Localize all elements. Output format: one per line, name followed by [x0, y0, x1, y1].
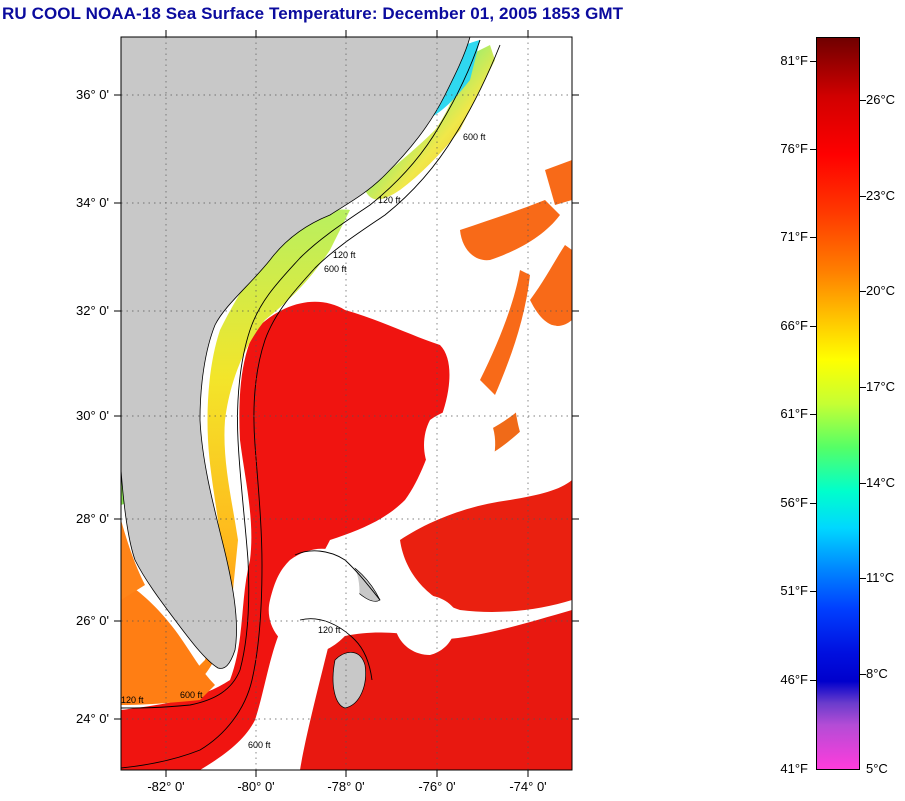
colorbar-tick — [860, 196, 866, 197]
latitude-label: 34° 0' — [76, 195, 109, 210]
latitude-label: 30° 0' — [76, 408, 109, 423]
offshore-warm-streak — [530, 245, 572, 326]
colorbar-label-c: 23°C — [866, 188, 896, 203]
isobath-label: 120 ft — [378, 195, 401, 205]
isobath-label: 120 ft — [318, 625, 341, 635]
colorbar-tick — [810, 414, 816, 415]
isobath-label: 600 ft — [248, 740, 271, 750]
colorbar-label-c: 26°C — [866, 92, 896, 107]
colorbar-label-c: 14°C — [866, 475, 896, 490]
axis-ticks — [114, 30, 579, 777]
longitude-label: -74° 0' — [509, 779, 547, 794]
colorbar-label-f: 41°F — [780, 761, 808, 776]
colorbar-label-f: 51°F — [780, 583, 808, 598]
colorbar-label-f: 61°F — [780, 406, 808, 421]
colorbar-label-f: 56°F — [780, 495, 808, 510]
colorbar-label-f: 71°F — [780, 229, 808, 244]
map-title: RU COOL NOAA-18 Sea Surface Temperature:… — [2, 4, 624, 23]
temperature-colorbar — [816, 37, 860, 770]
colorbar-label-f: 81°F — [780, 53, 808, 68]
offshore-warm-streak — [545, 160, 572, 205]
southern-warm-water — [300, 610, 572, 770]
colorbar-tick — [860, 291, 866, 292]
latitude-label: 32° 0' — [76, 303, 109, 318]
colorbar-label-c: 5°C — [866, 761, 888, 776]
colorbar-tick — [810, 591, 816, 592]
colorbar-tick — [860, 578, 866, 579]
isobath-label: 600 ft — [180, 690, 203, 700]
colorbar-tick — [860, 674, 866, 675]
colorbar-tick — [810, 149, 816, 150]
latitude-label: 24° 0' — [76, 711, 109, 726]
colorbar-tick — [860, 483, 866, 484]
cloud-cover — [395, 594, 457, 655]
colorbar-label-f: 46°F — [780, 672, 808, 687]
longitude-label: -80° 0' — [237, 779, 275, 794]
longitude-label: -76° 0' — [418, 779, 456, 794]
cloud-cover — [424, 408, 496, 490]
gulf-stream-region — [121, 301, 450, 770]
coastal-shelf-water — [175, 209, 350, 690]
isobath-label: 120 ft — [333, 250, 356, 260]
eastern-warm-patch — [400, 480, 572, 612]
colorbar-label-f: 66°F — [780, 318, 808, 333]
colorbar-tick — [810, 503, 816, 504]
colorbar-tick — [810, 237, 816, 238]
longitude-label: -82° 0' — [147, 779, 185, 794]
cloud-cover — [268, 548, 360, 654]
offshore-warm-streak — [480, 270, 530, 395]
colorbar-label-f: 76°F — [780, 141, 808, 156]
graticule-lines — [121, 37, 572, 770]
isobath-label: 120 ft — [121, 695, 144, 705]
latitude-label: 36° 0' — [76, 87, 109, 102]
colorbar-tick — [860, 387, 866, 388]
latitude-label: 28° 0' — [76, 511, 109, 526]
gulf-of-mexico-water — [121, 520, 145, 600]
latitude-label: 26° 0' — [76, 613, 109, 628]
colorbar-label-c: 11°C — [866, 570, 895, 585]
west-florida-shelf — [121, 580, 215, 705]
isobath-label: 600 ft — [324, 264, 347, 274]
land-bahamas — [332, 652, 366, 709]
cloud-cover — [513, 324, 572, 472]
colorbar-tick — [810, 326, 816, 327]
colorbar-label-c: 20°C — [866, 283, 896, 298]
colorbar-label-c: 17°C — [866, 379, 896, 394]
isobath-label: 600 ft — [463, 132, 486, 142]
colorbar-tick — [810, 61, 816, 62]
longitude-label: -78° 0' — [327, 779, 365, 794]
colorbar-label-c: 8°C — [866, 666, 888, 681]
offshore-warm-streak — [460, 200, 560, 261]
isobath-contours — [121, 39, 501, 769]
colorbar-tick — [860, 100, 866, 101]
colorbar-tick — [810, 680, 816, 681]
land-southeast-us — [121, 37, 471, 669]
